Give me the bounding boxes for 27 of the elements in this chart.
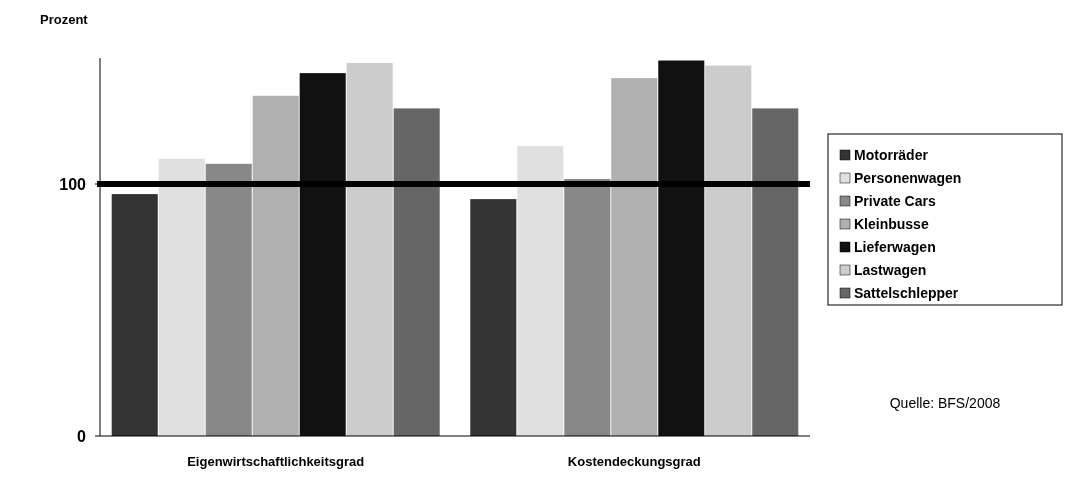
bar — [252, 95, 299, 436]
legend-label: Personenwagen — [854, 170, 962, 186]
x-tick-label: Kostendeckungsgrad — [567, 454, 701, 469]
legend-label: Lieferwagen — [854, 239, 936, 255]
bar — [346, 63, 393, 436]
bar — [393, 108, 440, 436]
y-tick-label: 100 — [59, 176, 87, 193]
bar — [705, 65, 752, 436]
y-axis-title: Prozent — [40, 12, 89, 27]
bar — [564, 178, 611, 436]
x-tick-label: Eigenwirtschaftlichkeitsgrad — [187, 454, 365, 469]
bar — [158, 158, 205, 436]
bar — [299, 73, 346, 436]
bar — [205, 163, 252, 436]
legend-label: Lastwagen — [854, 262, 927, 278]
legend-label: Sattelschlepper — [854, 285, 959, 301]
bar — [611, 78, 658, 436]
bar — [111, 194, 158, 436]
bar — [517, 146, 564, 436]
legend-label: Private Cars — [854, 193, 936, 209]
bar — [658, 60, 705, 436]
legend-label: Motorräder — [854, 147, 929, 163]
bar — [752, 108, 799, 436]
legend-label: Kleinbusse — [854, 216, 929, 232]
y-tick-label: 0 — [77, 428, 87, 445]
bar — [470, 199, 517, 436]
source-note: Quelle: BFS/2008 — [889, 395, 1001, 411]
